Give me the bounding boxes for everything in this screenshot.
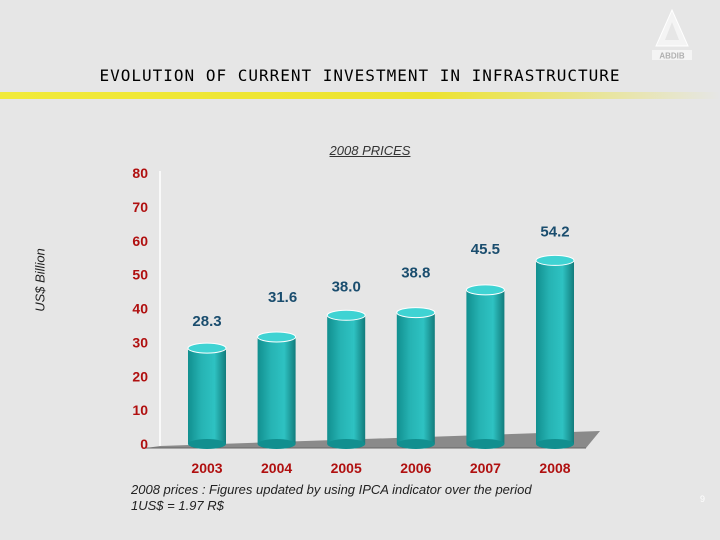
data-label: 38.8 <box>401 265 430 282</box>
data-label: 38.0 <box>332 278 361 295</box>
bar-base <box>188 439 226 449</box>
y-tick-label: 50 <box>132 267 148 283</box>
logo-text: ABDIB <box>659 52 685 61</box>
bar-base <box>536 439 574 449</box>
y-tick-label: 80 <box>132 165 148 181</box>
x-tick-label: 2003 <box>191 460 222 476</box>
x-tick-label: 2004 <box>261 460 292 476</box>
bar-base <box>396 439 435 449</box>
footnote-line-1: 2008 prices : Figures updated by using I… <box>131 482 532 497</box>
y-tick-label: 10 <box>132 402 148 418</box>
y-tick-label: 20 <box>132 368 148 384</box>
page-number: 9 <box>700 494 706 504</box>
bar-top <box>396 307 436 319</box>
bar <box>536 260 574 444</box>
bar-top <box>535 254 575 266</box>
bar <box>257 336 296 444</box>
bar <box>327 315 366 444</box>
y-tick-label: 60 <box>132 233 148 249</box>
bar-top <box>326 309 366 321</box>
bar-top <box>257 331 297 343</box>
x-tick-label: 2008 <box>539 460 570 476</box>
abdib-logo: ABDIB <box>652 8 692 61</box>
bar-base <box>257 439 296 449</box>
data-label: 31.6 <box>268 289 297 306</box>
bar-top <box>465 284 505 296</box>
chart-subtitle: 2008 PRICES <box>329 143 411 158</box>
x-tick-label: 2007 <box>470 460 501 476</box>
bar-base <box>466 439 505 449</box>
y-tick-label: 30 <box>132 334 148 350</box>
data-label: 54.2 <box>540 223 569 240</box>
data-label: 45.5 <box>471 241 500 258</box>
y-tick-label: 70 <box>132 199 148 215</box>
footnote-line-2: 1US$ = 1.97 R$ <box>131 498 224 513</box>
bar <box>396 312 435 444</box>
bar-base <box>327 439 366 449</box>
bar <box>466 289 505 444</box>
page-title: EVOLUTION OF CURRENT INVESTMENT IN INFRA… <box>99 66 621 85</box>
bar-top <box>187 342 227 354</box>
y-tick-label: 0 <box>140 436 148 452</box>
x-tick-label: 2006 <box>400 460 431 476</box>
footnote: 2008 prices : Figures updated by using I… <box>131 482 532 514</box>
data-label: 28.3 <box>192 313 221 330</box>
y-tick-label: 40 <box>132 301 148 317</box>
title-underline-bar <box>0 92 720 99</box>
bar <box>188 348 226 444</box>
x-tick-label: 2005 <box>331 460 362 476</box>
